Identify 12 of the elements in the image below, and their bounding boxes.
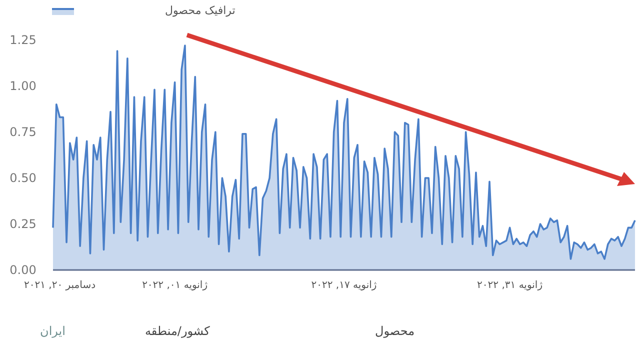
x-tick-label: دسامبر ۲۰, ۲۰۲۱ [24,280,96,291]
y-tick-label: 0.25 [10,217,36,231]
x-tick-label: ژانویه ۰۱, ۲۰۲۲ [142,280,208,291]
x-tick-label: ژانویه ۱۷, ۲۰۲۲ [311,280,377,291]
annotations: محصول کشور/منطقه ایران [40,324,414,338]
y-tick-label: 1.25 [10,33,36,47]
y-tick-label: 1.00 [10,79,36,93]
y-tick-label: 0.50 [10,171,36,185]
y-tick-label: 0.75 [10,125,36,139]
x-tick-label: ژانویه ۳۱, ۲۰۲۲ [477,280,543,291]
y-tick-label: 0.00 [10,263,36,277]
legend: ترافیک محصول [52,4,236,17]
